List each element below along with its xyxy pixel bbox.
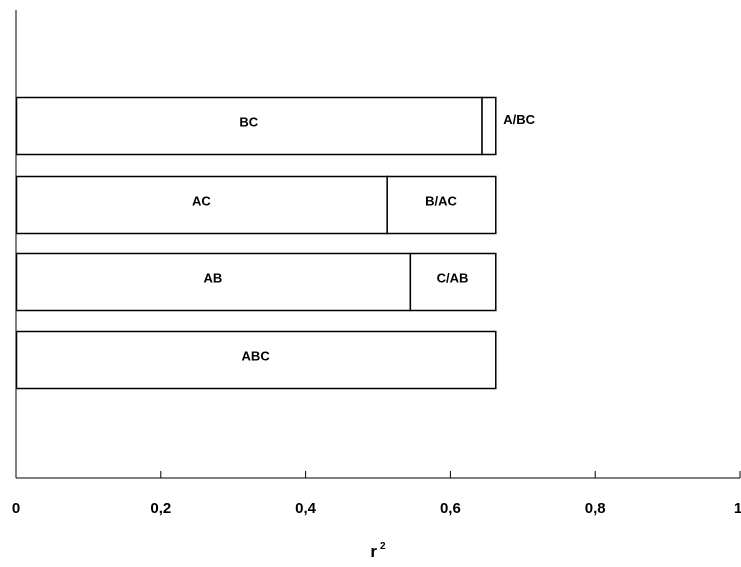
bar-segment-a-bc: [481, 96, 497, 156]
x-tick-label: 0,4: [295, 500, 317, 517]
bar-2: AC B/AC: [15, 175, 497, 235]
bar-1: BC A/BC: [15, 96, 536, 156]
segment-label-bc: BC: [239, 115, 258, 130]
ticks-layer: 0 0,2 0,4 0,6 0,8 1: [12, 471, 741, 517]
bar-segment-ab: [15, 252, 412, 312]
bar-4: ABC: [15, 330, 497, 390]
bar-segment-c-ab: [409, 252, 497, 312]
x-tick-label: 0,8: [585, 500, 606, 517]
bar-segment-b-ac: [386, 175, 497, 235]
x-tick-label: 0: [12, 500, 20, 517]
x-tick-label: 1: [734, 500, 741, 517]
bar-segment-abc: [15, 330, 497, 390]
x-axis-title-superscript: 2: [380, 541, 386, 552]
segment-label-a-bc: A/BC: [503, 112, 535, 127]
bars-layer: BC A/BC AC B/AC AB C/AB ABC: [15, 96, 536, 390]
x-tick-label: 0,2: [150, 500, 171, 517]
segment-label-b-ac: B/AC: [425, 194, 457, 209]
bar-segment-ac: [15, 175, 388, 235]
bar-3: AB C/AB: [15, 252, 497, 312]
segment-label-ac: AC: [192, 194, 211, 209]
segment-label-ab: AB: [204, 271, 223, 286]
x-axis-title-base: r: [370, 542, 377, 561]
segment-label-abc: ABC: [242, 349, 271, 364]
axes-layer: [15, 10, 740, 479]
segment-label-c-ab: C/AB: [437, 271, 469, 286]
bar-segment-bc: [15, 96, 483, 156]
x-tick-label: 0,6: [440, 500, 461, 517]
